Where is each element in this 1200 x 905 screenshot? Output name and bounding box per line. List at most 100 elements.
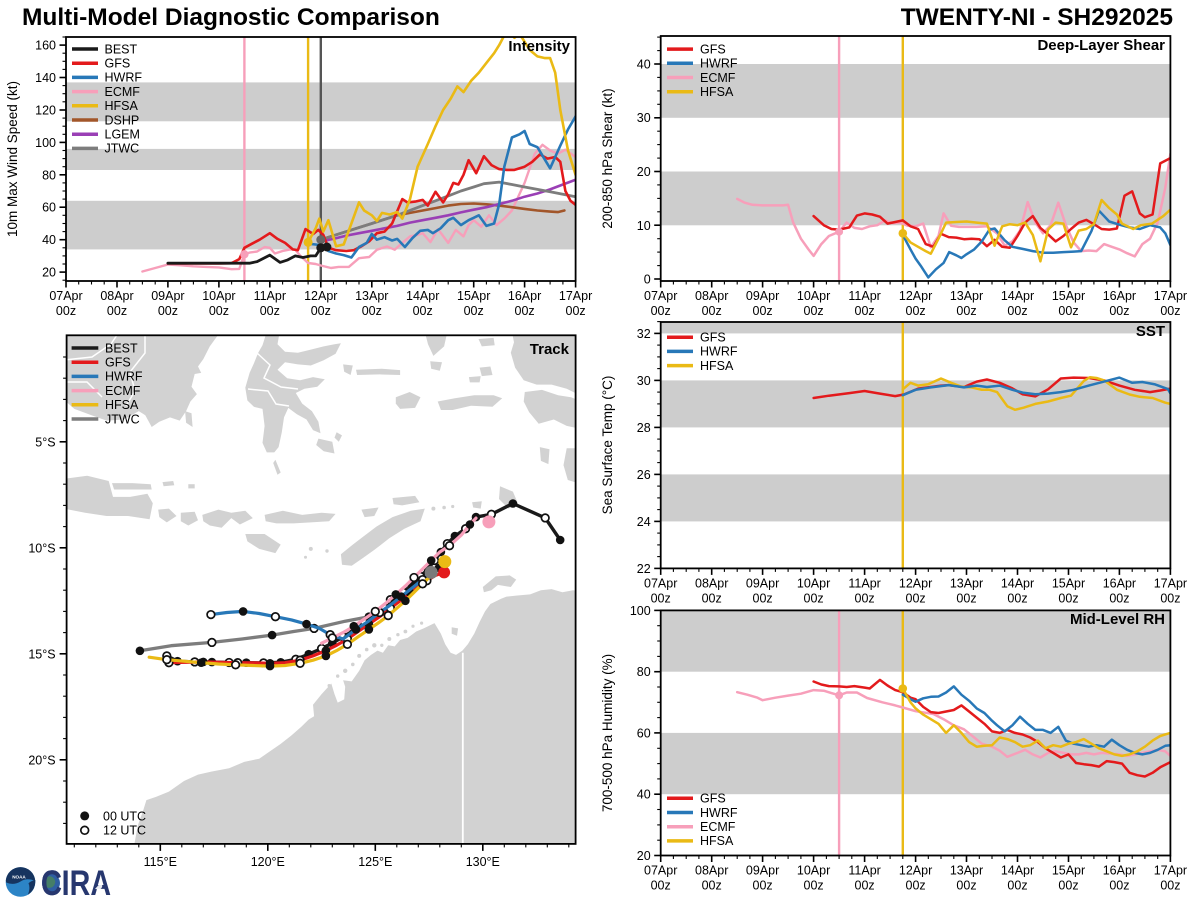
svg-text:00z: 00z bbox=[804, 879, 824, 893]
svg-text:HFSA: HFSA bbox=[700, 834, 734, 848]
svg-text:14Apr: 14Apr bbox=[1001, 289, 1034, 303]
svg-text:00z: 00z bbox=[906, 591, 926, 605]
svg-text:0: 0 bbox=[644, 273, 651, 287]
svg-text:13Apr: 13Apr bbox=[950, 289, 983, 303]
svg-text:125°E: 125°E bbox=[358, 855, 392, 869]
svg-text:00z: 00z bbox=[1109, 304, 1129, 318]
svg-text:00z: 00z bbox=[702, 304, 722, 318]
svg-text:JTWC: JTWC bbox=[105, 412, 140, 426]
svg-text:Deep-Layer Shear: Deep-Layer Shear bbox=[1037, 37, 1165, 54]
svg-text:40: 40 bbox=[637, 788, 651, 802]
svg-text:00 UTC: 00 UTC bbox=[103, 809, 146, 823]
svg-text:14Apr: 14Apr bbox=[406, 289, 439, 303]
svg-text:NOAA: NOAA bbox=[12, 875, 26, 880]
svg-text:GFS: GFS bbox=[105, 356, 131, 370]
svg-text:00z: 00z bbox=[956, 879, 976, 893]
svg-text:10Apr: 10Apr bbox=[202, 289, 235, 303]
svg-text:11Apr: 11Apr bbox=[848, 289, 880, 303]
svg-text:40: 40 bbox=[42, 233, 56, 247]
svg-text:00z: 00z bbox=[1160, 304, 1180, 318]
svg-text:17Apr: 17Apr bbox=[559, 289, 592, 303]
svg-text:30: 30 bbox=[637, 111, 651, 125]
svg-text:700-500 hPa Humidity (%): 700-500 hPa Humidity (%) bbox=[600, 654, 615, 812]
svg-text:14Apr: 14Apr bbox=[1001, 576, 1034, 590]
svg-text:17Apr: 17Apr bbox=[1154, 576, 1187, 590]
svg-text:HWRF: HWRF bbox=[105, 71, 143, 85]
svg-text:Sea Surface Temp (°C): Sea Surface Temp (°C) bbox=[600, 376, 615, 515]
svg-text:17Apr: 17Apr bbox=[1154, 864, 1187, 878]
svg-text:HFSA: HFSA bbox=[700, 359, 734, 373]
svg-text:JTWC: JTWC bbox=[105, 142, 140, 156]
svg-text:20: 20 bbox=[637, 849, 651, 863]
svg-text:C: C bbox=[41, 864, 62, 900]
svg-text:100: 100 bbox=[630, 604, 651, 618]
svg-text:00z: 00z bbox=[956, 304, 976, 318]
svg-text:00z: 00z bbox=[413, 304, 433, 318]
svg-text:16Apr: 16Apr bbox=[1103, 576, 1136, 590]
svg-text:09Apr: 09Apr bbox=[151, 289, 184, 303]
svg-text:ECMF: ECMF bbox=[700, 71, 736, 85]
svg-text:00z: 00z bbox=[1058, 304, 1078, 318]
svg-text:11Apr: 11Apr bbox=[254, 289, 286, 303]
svg-text:28: 28 bbox=[637, 421, 651, 435]
svg-text:80: 80 bbox=[637, 665, 651, 679]
svg-text:09Apr: 09Apr bbox=[746, 576, 779, 590]
svg-text:GFS: GFS bbox=[700, 792, 726, 806]
svg-text:00z: 00z bbox=[1160, 591, 1180, 605]
svg-text:HWRF: HWRF bbox=[105, 370, 143, 384]
svg-text:08Apr: 08Apr bbox=[695, 289, 728, 303]
svg-text:15Apr: 15Apr bbox=[1052, 289, 1085, 303]
svg-text:00z: 00z bbox=[651, 304, 671, 318]
svg-text:09Apr: 09Apr bbox=[746, 289, 779, 303]
svg-text:Multi-Model Diagnostic Compari: Multi-Model Diagnostic Comparison bbox=[22, 4, 440, 31]
svg-text:GFS: GFS bbox=[105, 57, 131, 71]
svg-text:00z: 00z bbox=[804, 591, 824, 605]
svg-text:15°S: 15°S bbox=[28, 647, 55, 661]
svg-text:00z: 00z bbox=[804, 304, 824, 318]
svg-text:200-850 hPa Shear (kt): 200-850 hPa Shear (kt) bbox=[600, 88, 615, 228]
svg-text:12Apr: 12Apr bbox=[304, 289, 337, 303]
svg-text:10°S: 10°S bbox=[28, 541, 55, 555]
svg-text:00z: 00z bbox=[855, 591, 875, 605]
svg-text:09Apr: 09Apr bbox=[746, 864, 779, 878]
svg-text:HFSA: HFSA bbox=[105, 99, 139, 113]
svg-text:BEST: BEST bbox=[105, 341, 138, 355]
svg-text:00z: 00z bbox=[1007, 304, 1027, 318]
svg-text:LGEM: LGEM bbox=[105, 128, 140, 142]
svg-text:00z: 00z bbox=[855, 879, 875, 893]
svg-text:00z: 00z bbox=[1109, 591, 1129, 605]
svg-text:15Apr: 15Apr bbox=[457, 289, 490, 303]
svg-text:30: 30 bbox=[637, 374, 651, 388]
svg-text:GFS: GFS bbox=[700, 331, 726, 345]
svg-text:11Apr: 11Apr bbox=[848, 576, 880, 590]
svg-text:00z: 00z bbox=[651, 591, 671, 605]
svg-text:08Apr: 08Apr bbox=[695, 576, 728, 590]
svg-text:00z: 00z bbox=[651, 879, 671, 893]
svg-text:Mid-Level RH: Mid-Level RH bbox=[1070, 611, 1165, 628]
svg-text:120°E: 120°E bbox=[251, 855, 285, 869]
svg-text:07Apr: 07Apr bbox=[644, 289, 677, 303]
svg-text:12 UTC: 12 UTC bbox=[103, 824, 146, 838]
svg-text:00z: 00z bbox=[906, 879, 926, 893]
svg-text:08Apr: 08Apr bbox=[100, 289, 133, 303]
svg-text:16Apr: 16Apr bbox=[1103, 864, 1136, 878]
svg-text:00z: 00z bbox=[753, 591, 773, 605]
svg-text:00z: 00z bbox=[56, 304, 76, 318]
svg-text:HWRF: HWRF bbox=[700, 806, 738, 820]
svg-text:ECMF: ECMF bbox=[700, 820, 736, 834]
svg-text:10Apr: 10Apr bbox=[797, 864, 830, 878]
svg-text:BEST: BEST bbox=[105, 42, 138, 56]
svg-text:26: 26 bbox=[637, 468, 651, 482]
svg-text:TWENTY-NI - SH292025: TWENTY-NI - SH292025 bbox=[901, 4, 1173, 31]
svg-text:00z: 00z bbox=[702, 879, 722, 893]
svg-text:00z: 00z bbox=[1160, 879, 1180, 893]
svg-text:60: 60 bbox=[42, 201, 56, 215]
svg-text:00z: 00z bbox=[956, 591, 976, 605]
svg-text:GFS: GFS bbox=[700, 42, 726, 56]
svg-text:00z: 00z bbox=[464, 304, 484, 318]
svg-text:00z: 00z bbox=[1058, 591, 1078, 605]
svg-text:Track: Track bbox=[530, 341, 570, 358]
svg-text:00z: 00z bbox=[311, 304, 331, 318]
svg-text:160: 160 bbox=[35, 39, 56, 53]
svg-text:00z: 00z bbox=[1109, 879, 1129, 893]
